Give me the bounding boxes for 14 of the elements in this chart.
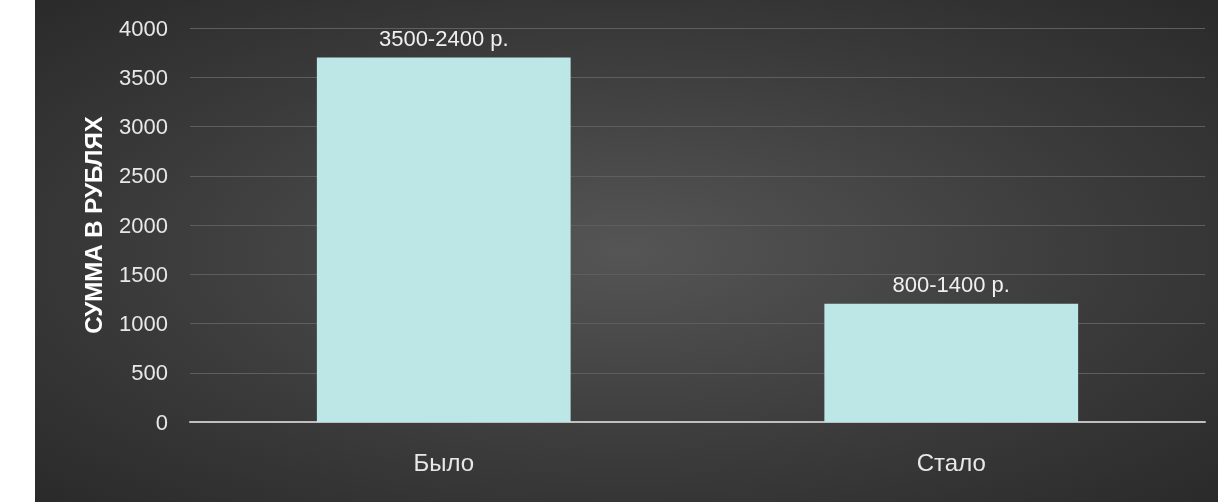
data-label: 800-1400 р. xyxy=(892,272,1010,298)
y-tick-label: 500 xyxy=(131,360,168,386)
y-axis-title: СУММА В РУБЛЯХ xyxy=(79,116,107,334)
y-tick-label: 2000 xyxy=(119,212,168,238)
y-tick-label: 0 xyxy=(155,409,168,435)
y-tick-label: 2500 xyxy=(119,163,168,189)
y-tick-label: 1500 xyxy=(119,261,168,287)
y-tick-label: 3500 xyxy=(119,64,168,90)
y-tick-label: 4000 xyxy=(119,15,168,41)
x-tick-label: Было xyxy=(413,448,475,476)
data-label: 3500-2400 р. xyxy=(378,26,509,52)
x-tick-label: Стало xyxy=(916,448,986,476)
y-tick-label: 1000 xyxy=(119,311,168,336)
y-tick-label: 3000 xyxy=(119,114,168,139)
